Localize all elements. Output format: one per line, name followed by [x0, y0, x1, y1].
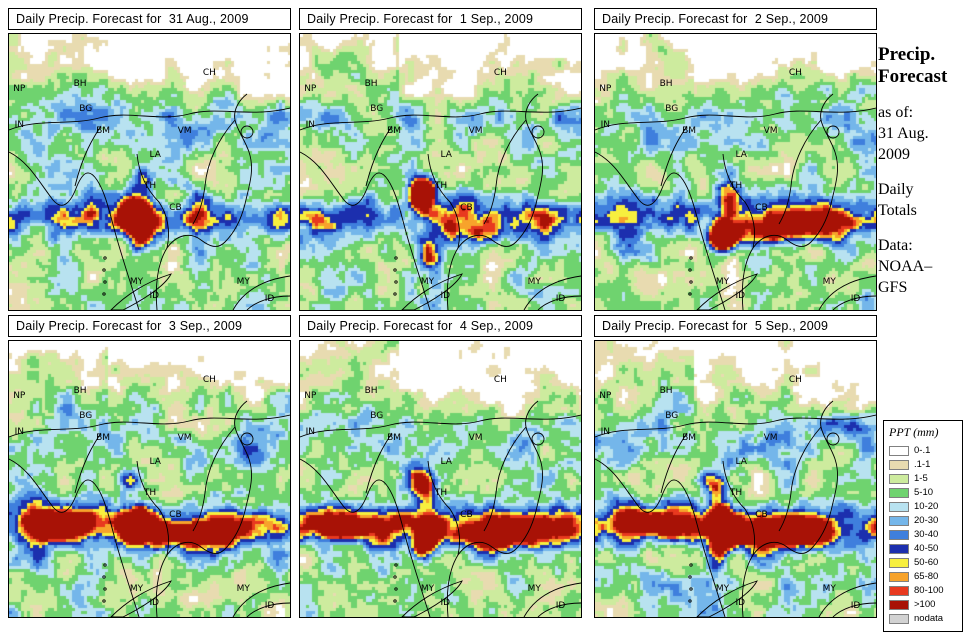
totals-line1: Daily	[878, 181, 914, 198]
legend-row: nodata	[889, 612, 959, 626]
legend-row: 20-30	[889, 514, 959, 528]
map-area: NP BH BG IN BM VM LA TH CB CH MY MY ID ID	[8, 340, 291, 618]
precip-raster	[300, 341, 581, 617]
legend-swatch	[889, 446, 909, 456]
data-source-name: NOAA–	[878, 258, 933, 275]
panel-title: Daily Precip. Forecast for 2 Sep., 2009	[594, 8, 877, 30]
legend-label: 20-30	[914, 515, 939, 526]
precip-raster	[300, 34, 581, 310]
legend-label: 0-.1	[914, 445, 931, 456]
legend-label: 10-20	[914, 501, 939, 512]
precip-raster	[9, 34, 290, 310]
legend-swatch	[889, 530, 909, 540]
map-area: NP BH BG IN BM VM LA TH CB CH MY MY ID ID	[594, 33, 877, 311]
precip-raster	[595, 341, 876, 617]
legend-row: .1-1	[889, 458, 959, 472]
legend-label: >100	[914, 599, 936, 610]
legend-row: 65-80	[889, 570, 959, 584]
legend-swatch	[889, 586, 909, 596]
legend-swatch	[889, 474, 909, 484]
legend-rows: 0-.1 .1-1 1-5 5-10 10-20 20-30 30-40 40-50 50-60…	[889, 444, 959, 626]
legend-swatch	[889, 544, 909, 554]
map-area: NP BH BG IN BM VM LA TH CB CH MY MY ID ID	[299, 340, 582, 618]
legend-swatch	[889, 558, 909, 568]
legend-title: PPT (mm)	[889, 425, 939, 439]
precip-raster	[9, 341, 290, 617]
legend-row: >100	[889, 598, 959, 612]
legend-row: 5-10	[889, 486, 959, 500]
forecast-panel-4: Daily Precip. Forecast for 3 Sep., 2009 …	[8, 315, 291, 618]
panel-title: Daily Precip. Forecast for 5 Sep., 2009	[594, 315, 877, 337]
totals-line2: Totals	[878, 202, 917, 219]
legend-label: 65-80	[914, 571, 939, 582]
sidebar-info: Precip. Forecast as of: 31 Aug. 2009 Dai…	[878, 44, 964, 298]
legend-swatch	[889, 488, 909, 498]
map-area: NP BH BG IN BM VM LA TH CB CH MY MY ID ID	[594, 340, 877, 618]
legend-row: 30-40	[889, 528, 959, 542]
legend-swatch	[889, 572, 909, 582]
sidebar-title-line2: Forecast	[878, 66, 948, 87]
ppt-legend: PPT (mm) 0-.1 .1-1 1-5 5-10 10-20 20-30 30-40 4…	[883, 420, 963, 632]
legend-row: 80-100	[889, 584, 959, 598]
legend-swatch	[889, 516, 909, 526]
forecast-panel-5: Daily Precip. Forecast for 4 Sep., 2009 …	[299, 315, 582, 618]
panel-title: Daily Precip. Forecast for 31 Aug., 2009	[8, 8, 291, 30]
map-area: NP BH BG IN BM VM LA TH CB CH MY MY ID ID	[299, 33, 582, 311]
as-of-label: as of:	[878, 104, 914, 121]
legend-swatch	[889, 502, 909, 512]
legend-swatch	[889, 460, 909, 470]
legend-label: 30-40	[914, 529, 939, 540]
forecast-panel-2: Daily Precip. Forecast for 1 Sep., 2009 …	[299, 8, 582, 311]
legend-row: 1-5	[889, 472, 959, 486]
as-of-year: 2009	[878, 146, 910, 163]
legend-label: 1-5	[914, 473, 928, 484]
data-source-name2: GFS	[878, 279, 908, 296]
legend-label: 50-60	[914, 557, 939, 568]
panel-title: Daily Precip. Forecast for 1 Sep., 2009	[299, 8, 582, 30]
legend-label: nodata	[914, 613, 944, 624]
forecast-panel-6: Daily Precip. Forecast for 5 Sep., 2009 …	[594, 315, 877, 618]
as-of-date: 31 Aug.	[878, 125, 929, 142]
map-area: NP BH BG IN BM VM LA TH CB CH MY MY ID ID	[8, 33, 291, 311]
sidebar-title-line1: Precip.	[878, 44, 936, 65]
panel-title: Daily Precip. Forecast for 4 Sep., 2009	[299, 315, 582, 337]
data-source-label: Data:	[878, 237, 913, 254]
legend-label: 40-50	[914, 543, 939, 554]
precip-raster	[595, 34, 876, 310]
legend-label: 80-100	[914, 585, 944, 596]
forecast-panel-1: Daily Precip. Forecast for 31 Aug., 2009…	[8, 8, 291, 311]
legend-label: .1-1	[914, 459, 931, 470]
legend-row: 50-60	[889, 556, 959, 570]
legend-swatch	[889, 614, 909, 624]
forecast-panel-3: Daily Precip. Forecast for 2 Sep., 2009 …	[594, 8, 877, 311]
panel-title: Daily Precip. Forecast for 3 Sep., 2009	[8, 315, 291, 337]
legend-label: 5-10	[914, 487, 934, 498]
legend-row: 40-50	[889, 542, 959, 556]
legend-row: 10-20	[889, 500, 959, 514]
legend-swatch	[889, 600, 909, 610]
legend-row: 0-.1	[889, 444, 959, 458]
